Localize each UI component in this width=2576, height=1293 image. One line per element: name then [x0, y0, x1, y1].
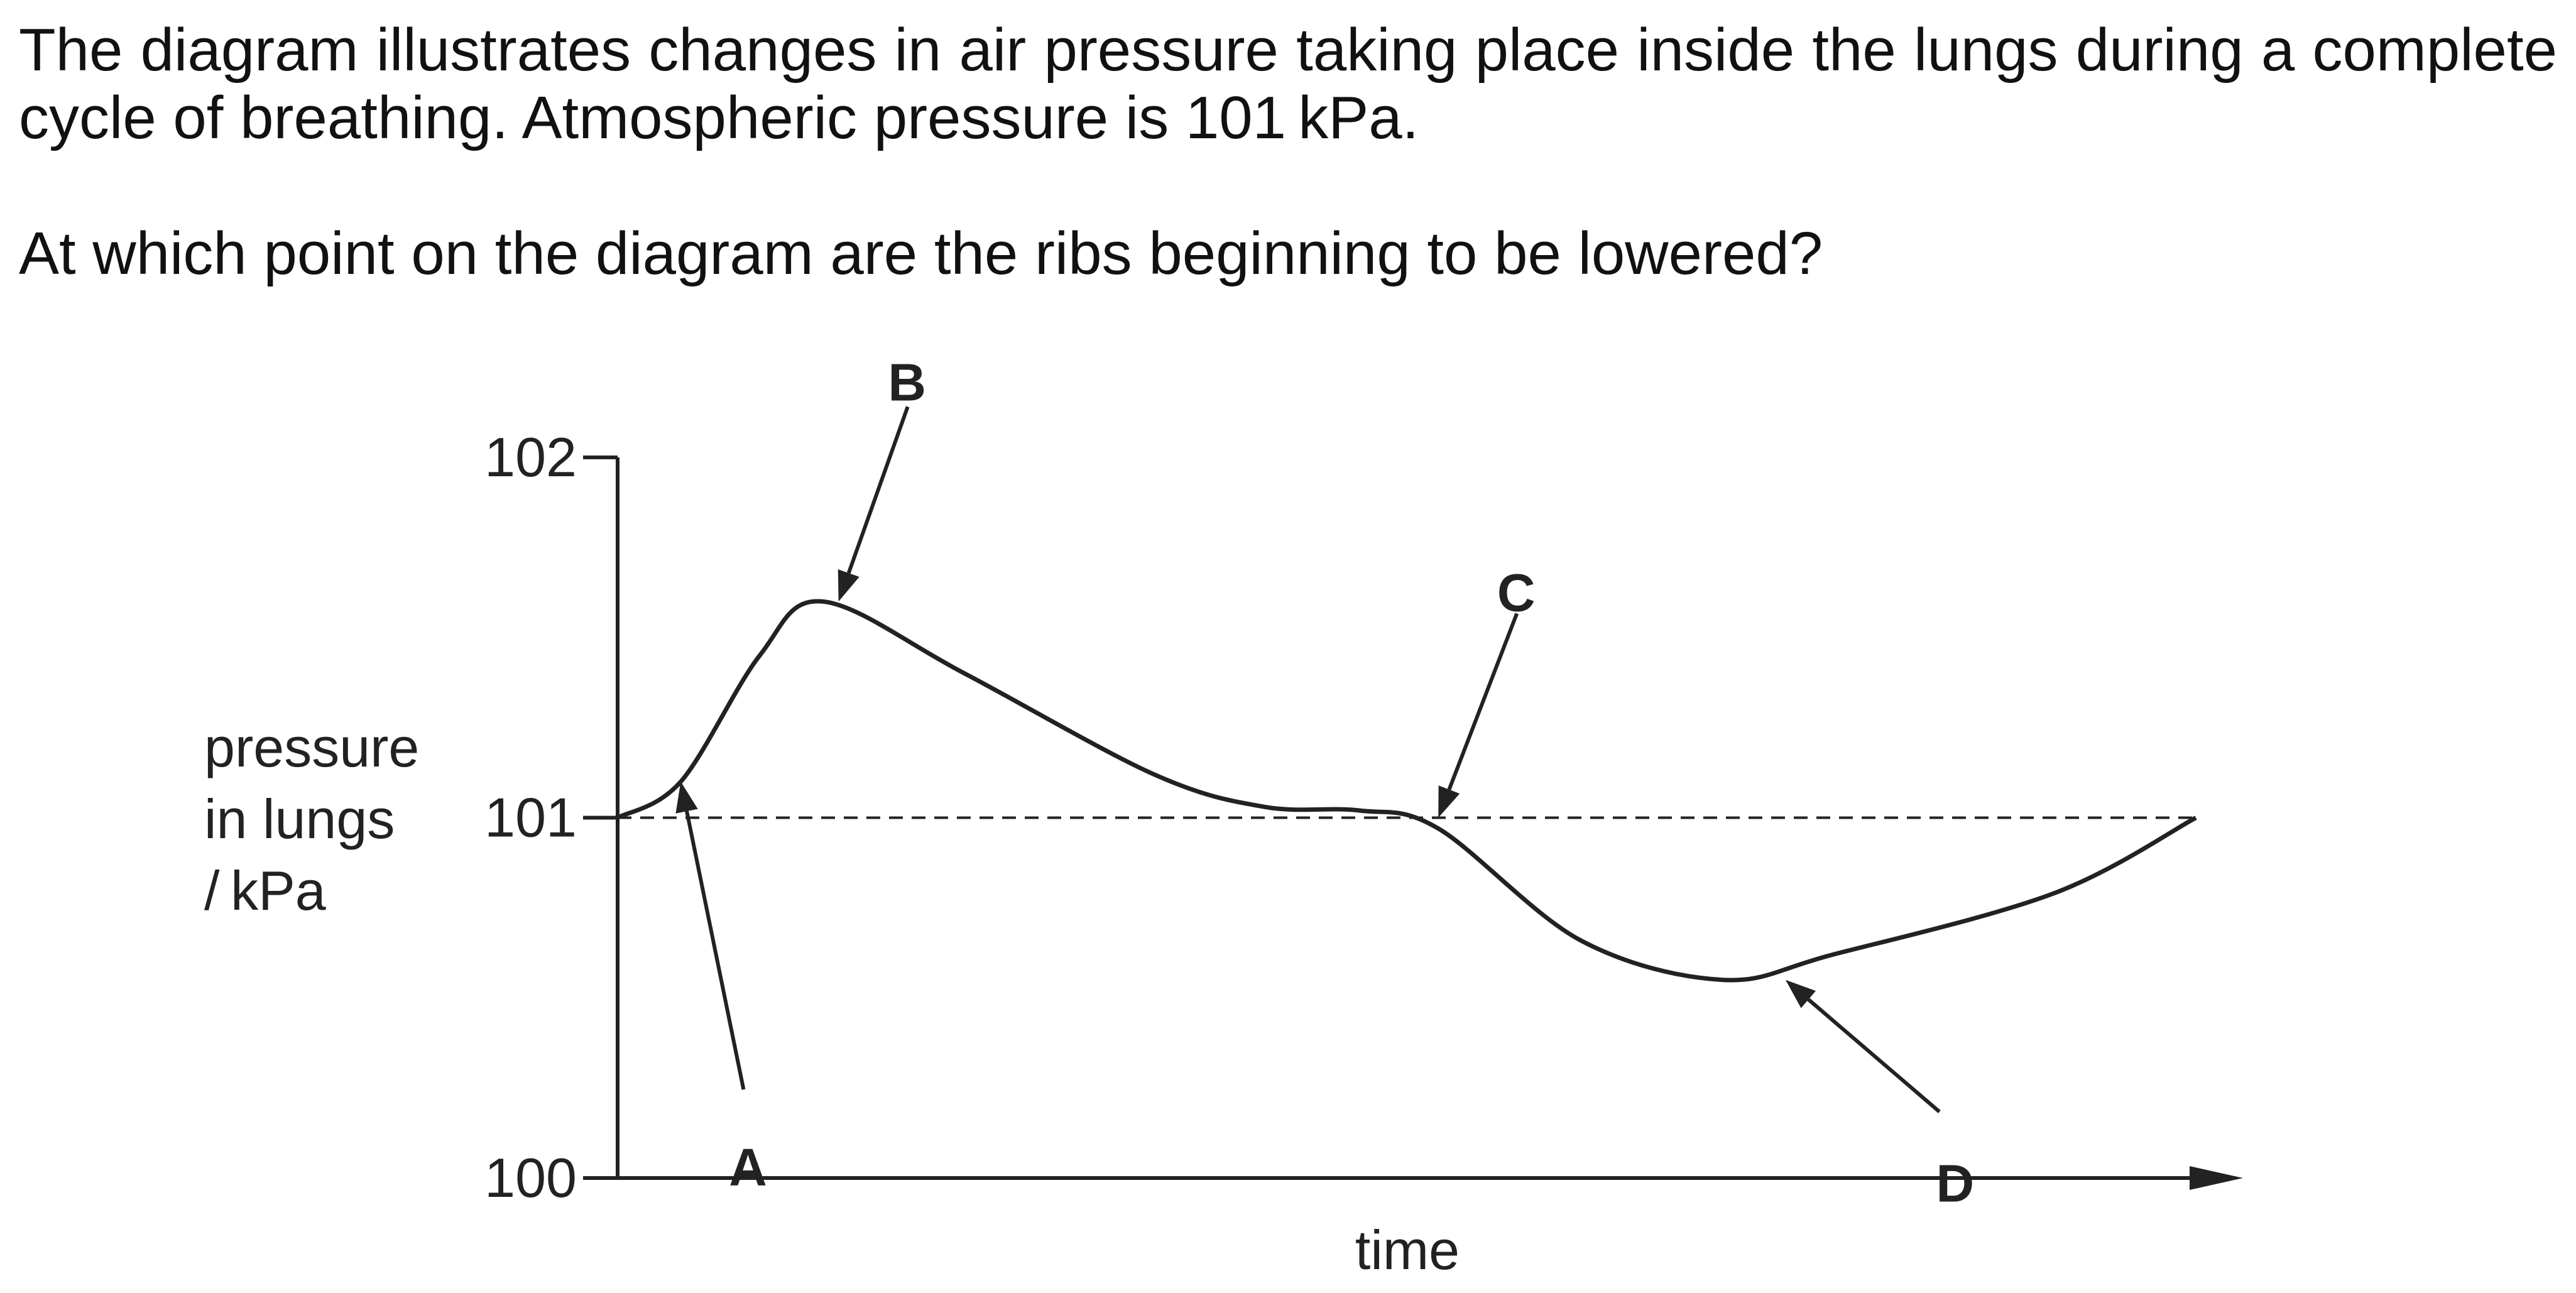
pointer-line-B: [846, 406, 910, 574]
point-label-C: C: [1497, 564, 1536, 623]
y-tick-label-100: 100: [484, 1147, 577, 1209]
chart-axes: [583, 456, 2243, 1190]
y-axis-label-line-2: in lungs: [204, 788, 395, 850]
chart-annotations: [675, 406, 1941, 1113]
y-tick-label-101: 101: [484, 787, 577, 849]
question-line-1: The diagram illustrates changes in air p…: [19, 16, 2557, 84]
y-axis-label-line-1: pressure: [204, 716, 419, 778]
y-tick-label-102: 102: [484, 426, 577, 488]
point-label-A: A: [729, 1138, 767, 1197]
pointer-arrowhead-C: [1438, 785, 1460, 818]
chart-series: [616, 599, 2197, 983]
question-prompt: At which point on the diagram are the ri…: [19, 220, 1823, 287]
pointer-line-C: [1447, 613, 1519, 790]
pointer-line-D: [1807, 998, 1941, 1113]
pointer-line-A: [685, 810, 746, 1090]
pointer-arrowhead-D: [1785, 979, 1816, 1008]
y-axis-label-line-3: / kPa: [204, 859, 326, 922]
pointer-arrowhead-B: [838, 569, 860, 602]
question-line-2: cycle of breathing. Atmospheric pressure…: [19, 84, 1419, 151]
pressure-curve: [616, 599, 2197, 983]
question-text: The diagram illustrates changes in air p…: [19, 16, 2557, 288]
point-label-B: B: [888, 352, 926, 412]
point-label-D: D: [1936, 1154, 1975, 1213]
x-axis-arrowhead: [2190, 1166, 2243, 1190]
x-axis-label: time: [1355, 1219, 1460, 1281]
pointer-arrowhead-A: [675, 782, 698, 814]
